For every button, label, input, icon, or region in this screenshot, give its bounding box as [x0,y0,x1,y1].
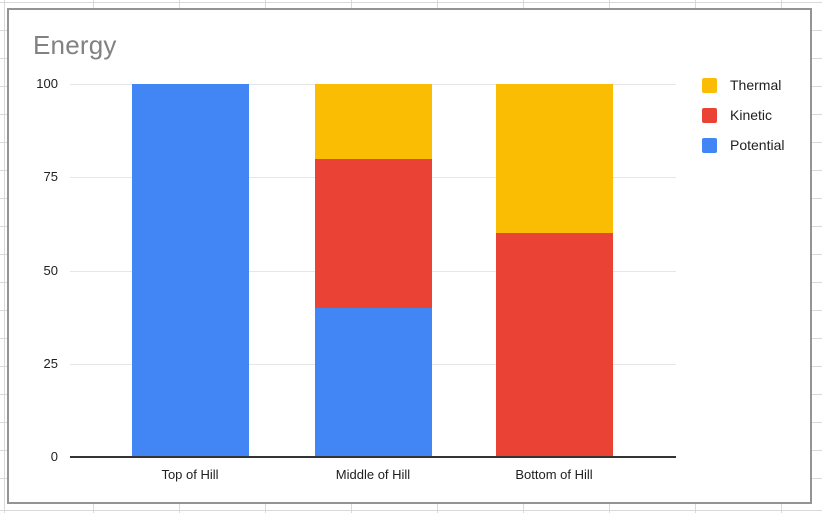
x-axis-line [70,456,676,458]
bar-segment-kinetic[interactable] [495,233,613,457]
legend-swatch-icon [702,77,717,93]
legend-swatch-icon [702,137,717,153]
bar-segment-kinetic[interactable] [314,158,432,308]
chart-title: Energy [33,30,117,60]
chart-legend: Thermal Kinetic Potential [702,77,784,153]
bar-segment-potential[interactable] [314,307,432,457]
y-axis-tick-label: 50 [43,262,58,278]
legend-label: Potential [730,137,785,153]
y-axis-tick-label: 25 [43,355,58,371]
legend-item-potential[interactable]: Potential [702,137,784,153]
bar-segment-thermal[interactable] [314,84,432,159]
bar-segment-potential[interactable] [131,84,249,457]
x-axis-category-label: Middle of Hill [335,467,411,482]
legend-label: Kinetic [730,107,773,123]
sheet-row-gridline [0,2,822,3]
y-axis-tick-label: 0 [50,449,58,464]
y-axis-tick-label: 75 [43,169,58,185]
legend-item-kinetic[interactable]: Kinetic [702,107,784,123]
legend-label: Thermal [730,77,782,93]
sheet-column-gridline [4,0,5,513]
chart-card[interactable]: Energy 0 25 50 75 100 Top of Hill Middle of Hi… [7,8,812,504]
y-axis-tick-label: 100 [36,76,58,91]
legend-swatch-icon [702,107,717,123]
x-axis-category-label: Top of Hill [161,467,219,482]
plot-area: 0 25 50 75 100 Top of Hill Middle of Hill Botto… [9,10,810,502]
x-axis-category-label: Bottom of Hill [515,467,593,482]
bar-segment-thermal[interactable] [495,84,613,234]
legend-item-thermal[interactable]: Thermal [702,77,784,93]
sheet-row-gridline [0,510,822,511]
